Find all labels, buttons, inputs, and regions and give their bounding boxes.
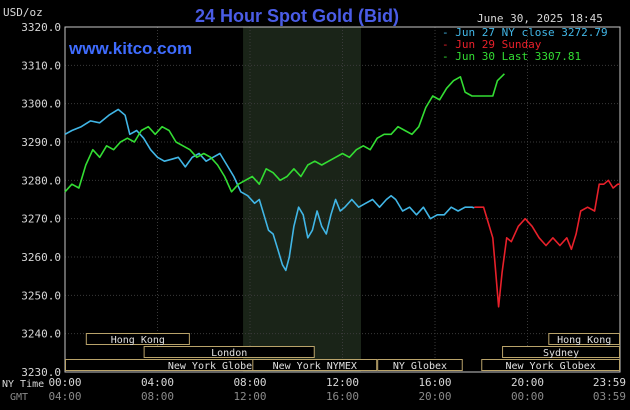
x-tick-label-ny: 20:00 bbox=[511, 376, 544, 389]
session-label: NY Globex bbox=[393, 361, 447, 372]
unit-label: USD/oz bbox=[3, 6, 43, 19]
x-tick-label-gmt: 00:00 bbox=[511, 390, 544, 403]
watermark-url[interactable]: www.kitco.com bbox=[68, 39, 192, 58]
y-tick-label: 3310.0 bbox=[21, 59, 61, 72]
session-label: Hong Kong bbox=[557, 335, 611, 346]
session-label: New York Globex bbox=[505, 361, 595, 372]
market-session-bars: Hong Kong London New York Globex New York N… bbox=[65, 333, 620, 372]
y-tick-label: 3230.0 bbox=[21, 366, 61, 379]
session-label: London bbox=[211, 348, 247, 359]
x-axis-label-ny: NY Time bbox=[2, 379, 44, 390]
series-line-0 bbox=[64, 108, 475, 272]
x-tick-label-ny: 04:00 bbox=[141, 376, 174, 389]
session-bar bbox=[481, 359, 620, 371]
session-bar bbox=[85, 333, 190, 345]
y-tick-label: 3320.0 bbox=[21, 21, 61, 34]
session-bar bbox=[377, 359, 463, 371]
plot-border bbox=[64, 26, 621, 373]
x-tick-label-gmt: 20:00 bbox=[418, 390, 451, 403]
x-tick-label-ny: 16:00 bbox=[418, 376, 451, 389]
series-line-1 bbox=[474, 179, 620, 308]
y-tick-label: 3260.0 bbox=[21, 251, 61, 264]
nymex-session-shading bbox=[243, 27, 361, 372]
session-bar bbox=[143, 346, 315, 358]
x-tick-label-ny: 08:00 bbox=[233, 376, 266, 389]
y-axis-ticks: 3320.0 3310.0 3300.0 3290.0 3280.0 3270.0 3260… bbox=[21, 21, 61, 379]
session-bar bbox=[252, 359, 378, 371]
session-label: Sydney bbox=[543, 348, 579, 359]
legend-entry: - Jun 27 NY close 3272.79 bbox=[442, 26, 608, 39]
legend-entry: - Jun 30 Last 3307.81 bbox=[442, 50, 581, 63]
session-bar bbox=[502, 346, 620, 358]
chart-title: 24 Hour Spot Gold (Bid) bbox=[195, 6, 399, 26]
x-tick-label-ny: 23:59 bbox=[593, 376, 626, 389]
x-tick-label-ny: 12:00 bbox=[326, 376, 359, 389]
x-tick-label-gmt: 04:00 bbox=[48, 390, 81, 403]
x-tick-label-ny: 00:00 bbox=[48, 376, 81, 389]
x-axis-label-gmt: GMT bbox=[10, 392, 28, 403]
y-tick-label: 3300.0 bbox=[21, 98, 61, 111]
series-line-2 bbox=[64, 73, 505, 193]
session-bar bbox=[548, 333, 620, 345]
session-label: New York NYMEX bbox=[273, 361, 357, 372]
legend: - Jun 27 NY close 3272.79- Jun 29 Sunday… bbox=[442, 26, 608, 63]
timestamp: June 30, 2025 18:45 bbox=[477, 12, 603, 25]
y-tick-label: 3270.0 bbox=[21, 213, 61, 226]
x-tick-label-gmt: 08:00 bbox=[141, 390, 174, 403]
legend-entry: - Jun 29 Sunday bbox=[442, 38, 542, 51]
price-series bbox=[64, 73, 620, 308]
y-tick-label: 3250.0 bbox=[21, 289, 61, 302]
session-label: New York Globex bbox=[168, 361, 258, 372]
session-label: Hong Kong bbox=[111, 335, 165, 346]
x-axis-ticks: 00:0004:0004:0008:0008:0012:0012:0016:00… bbox=[48, 376, 626, 403]
x-tick-label-gmt: 03:59 bbox=[593, 390, 626, 403]
y-tick-label: 3290.0 bbox=[21, 136, 61, 149]
x-tick-label-gmt: 12:00 bbox=[233, 390, 266, 403]
y-tick-label: 3280.0 bbox=[21, 174, 61, 187]
y-tick-label: 3240.0 bbox=[21, 328, 61, 341]
x-tick-label-gmt: 16:00 bbox=[326, 390, 359, 403]
